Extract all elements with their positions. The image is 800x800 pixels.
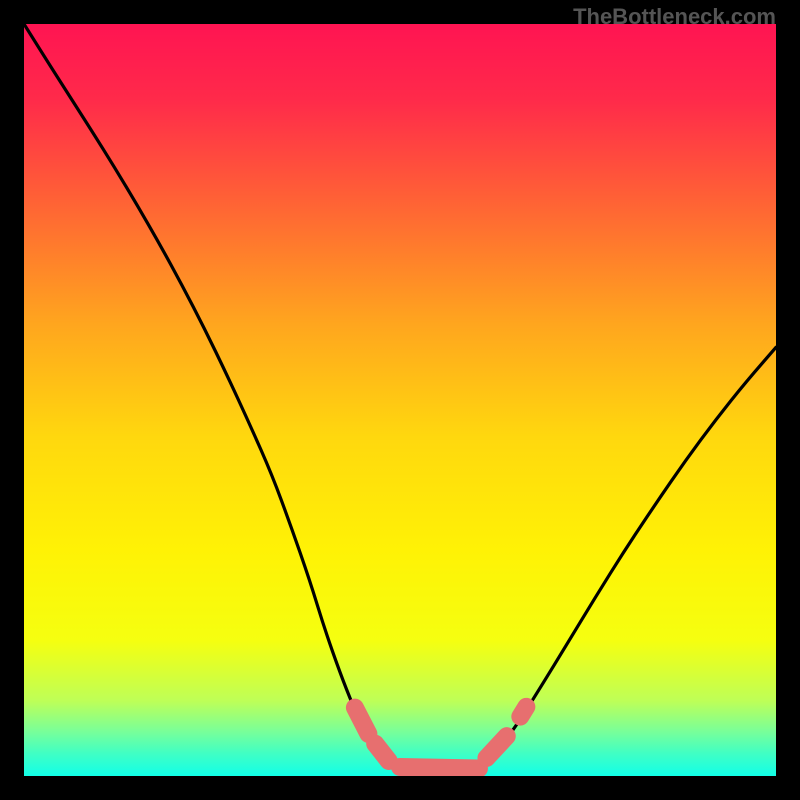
bullet (355, 708, 369, 734)
chart-stage: TheBottleneck.com (0, 0, 800, 800)
bullet (520, 707, 526, 717)
watermark-text: TheBottleneck.com (573, 4, 776, 30)
bullet (400, 767, 479, 769)
gradient-background (24, 24, 776, 776)
bottleneck-plot (24, 24, 776, 776)
bullet (375, 744, 389, 761)
